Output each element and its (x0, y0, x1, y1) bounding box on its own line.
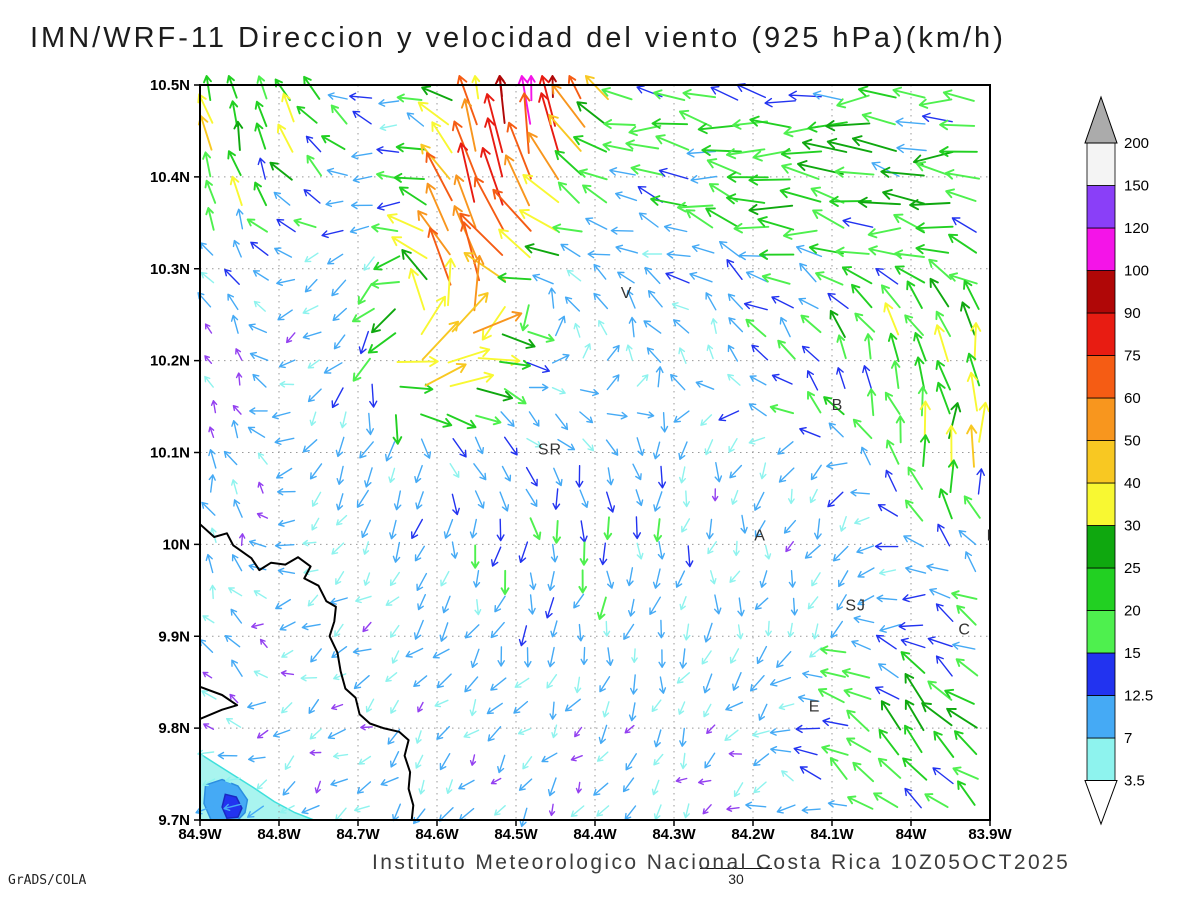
station-label-B: B (832, 397, 844, 414)
y-tick-label: 10.2N (150, 353, 190, 370)
chart-title: IMN/WRF-11 Direccion y velocidad del vie… (30, 22, 1006, 54)
y-tick-label: 10N (162, 536, 190, 553)
y-tick-label: 10.4N (150, 169, 190, 186)
colorbar-label: 120 (1124, 220, 1149, 237)
colorbar-label: 3.5 (1124, 773, 1145, 790)
station-label-L: L (987, 528, 997, 545)
colorbar-label: 20 (1124, 603, 1141, 620)
colorbar-label: 100 (1124, 263, 1149, 280)
y-tick-label: 9.8N (158, 720, 190, 737)
x-tick-label: 84W (896, 826, 928, 843)
station-label-A: A (754, 528, 766, 545)
colorbar-label: 30 (1124, 518, 1141, 535)
colorbar-label: 15 (1124, 645, 1141, 662)
y-tick-label: 9.9N (158, 628, 190, 645)
colorbar-label: 25 (1124, 560, 1141, 577)
colorbar-under-arrow (1084, 780, 1118, 826)
x-tick-label: 84.7W (336, 826, 380, 843)
colorbar-label: 200 (1124, 135, 1149, 152)
colorbar-label: 90 (1124, 305, 1141, 322)
wind-vectors-layer (195, 75, 990, 828)
y-tick-label: 9.7N (158, 812, 190, 829)
stray-contour-label: 30 (728, 871, 744, 887)
x-tick-label: 84.9W (178, 826, 222, 843)
x-tick-label: 83.9W (968, 826, 1012, 843)
station-label-V: V (621, 285, 633, 302)
x-tick-label: 84.5W (494, 826, 538, 843)
y-tick-label: 10.1N (150, 445, 190, 462)
caption: Instituto Meteorologico Nacional Costa R… (372, 851, 1071, 874)
coastline (200, 523, 415, 820)
x-tick-label: 84.1W (810, 826, 854, 843)
y-tick-label: 10.3N (150, 261, 190, 278)
gridlines (200, 85, 990, 820)
colorbar-label: 60 (1124, 390, 1141, 407)
axis-ticks-and-labels: 84.9W 84.8W 84.7W 84.6W 84.5W 84.4W 84.3W 84.2W… (150, 77, 1013, 843)
x-tick-label: 84.2W (731, 826, 775, 843)
colorbar-label: 7 (1124, 730, 1132, 747)
station-label-SJ: SJ (845, 598, 866, 615)
stray-contour-line (700, 868, 772, 869)
station-label-SR: SR (538, 441, 562, 458)
colorbar-label: 150 (1124, 178, 1149, 195)
colorbar-legend: 3.5 7 12.5 15 20 25 30 40 50 60 75 90 100 120 150 200 (1084, 95, 1153, 826)
station-label-C: C (958, 621, 971, 638)
station-label-E: E (809, 699, 821, 716)
shaded-wind-speed-areas (200, 752, 315, 820)
station-labels: V B SR A SJ C E L (538, 285, 997, 716)
x-tick-label: 84.8W (257, 826, 301, 843)
colorbar-label: 75 (1124, 348, 1141, 365)
x-tick-label: 84.3W (652, 826, 696, 843)
x-tick-label: 84.6W (415, 826, 459, 843)
x-tick-label: 84.4W (573, 826, 617, 843)
colorbar-label: 12.5 (1124, 688, 1153, 705)
y-tick-label: 10.5N (150, 77, 190, 94)
colorbar-label: 50 (1124, 433, 1141, 450)
colorbar-over-arrow (1084, 95, 1118, 144)
colorbar-label: 40 (1124, 475, 1141, 492)
grads-credit: GrADS/COLA (8, 873, 87, 888)
